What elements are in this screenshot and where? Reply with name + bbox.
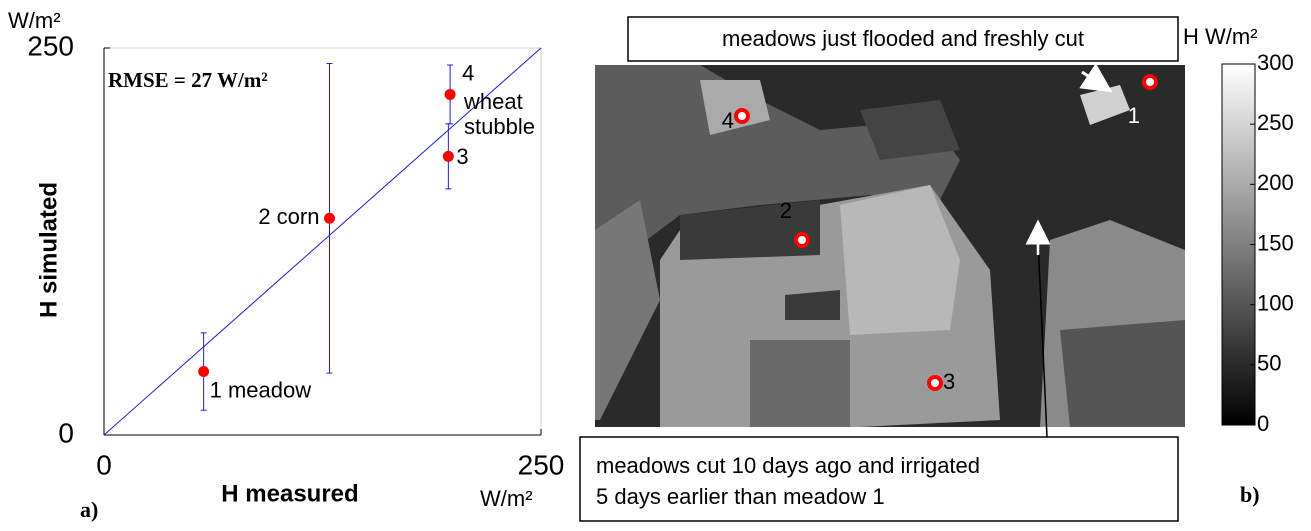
site-marker — [1142, 74, 1158, 90]
panel-label: a) — [80, 497, 98, 522]
point-note: wheat — [463, 89, 523, 114]
point-note: stubble — [464, 114, 535, 139]
panel-label: b) — [1240, 482, 1260, 507]
site-label: 3 — [943, 369, 955, 394]
point — [198, 366, 210, 378]
point-label: 1 meadow — [210, 377, 312, 402]
point-label: 3 — [456, 144, 468, 169]
point — [323, 212, 335, 224]
pointer-line — [1037, 239, 1048, 438]
x-tick-label: 0 — [96, 449, 112, 480]
point-label: 4 — [462, 60, 474, 85]
x-tick-label: 250 — [518, 449, 565, 480]
annotation: 5 days earlier than meadow 1 — [596, 484, 885, 509]
colorbar-tick-label: 250 — [1257, 110, 1294, 135]
annotation: RMSE = 27 W/m² — [108, 68, 268, 92]
colorbar-tick-label: 200 — [1257, 170, 1294, 195]
site-label: 4 — [722, 108, 734, 133]
point-label: 2 corn — [258, 204, 319, 229]
colorbar-label: H W/m² — [1183, 24, 1258, 49]
colorbar-tick-label: 100 — [1257, 290, 1294, 315]
identity-line — [103, 47, 542, 436]
point — [442, 150, 454, 162]
y-tick-label: 250 — [27, 30, 74, 61]
x-axis-label: H measured — [221, 480, 358, 507]
point — [444, 88, 456, 100]
satellite-image — [595, 65, 1185, 427]
colorbar-tick-label: 0 — [1257, 411, 1269, 436]
annotation: meadows cut 10 days ago and irrigated — [596, 453, 980, 478]
colorbar-tick-label: 300 — [1257, 50, 1294, 75]
annotation-box — [627, 16, 1179, 62]
site-label: 1 — [1128, 103, 1140, 128]
y-axis-label: H simulated — [35, 182, 62, 318]
site-marker — [794, 232, 810, 248]
x-unit: W/m² — [480, 486, 533, 511]
colorbar-tick-label: 50 — [1257, 351, 1281, 376]
colorbar — [1221, 63, 1256, 426]
colorbar-tick-label: 150 — [1257, 230, 1294, 255]
site-marker — [927, 375, 943, 391]
annotation-box — [579, 436, 1179, 522]
arrow — [1079, 63, 1113, 93]
site-label: 2 — [780, 198, 792, 223]
annotation: meadows just flooded and freshly cut — [722, 26, 1084, 51]
y-unit: W/m² — [8, 8, 61, 33]
y-tick-label: 0 — [58, 417, 74, 448]
site-marker — [734, 108, 750, 124]
